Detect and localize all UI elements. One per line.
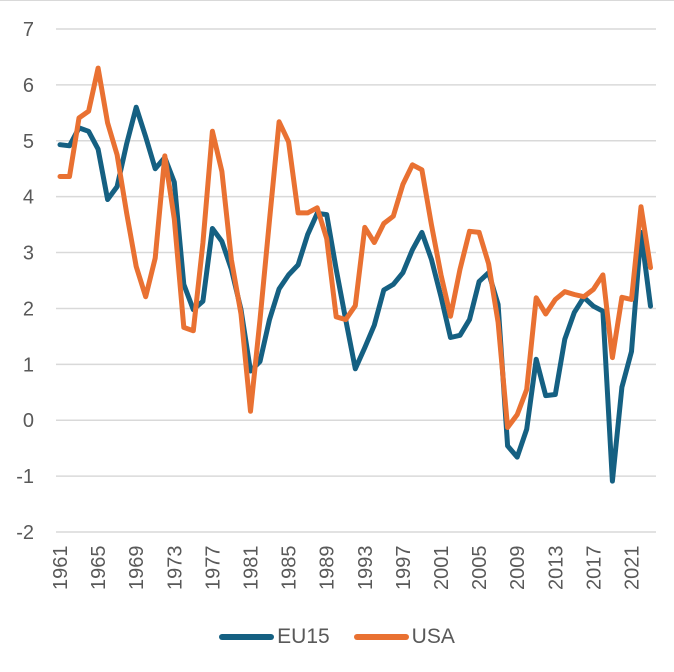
legend-item-eu15[interactable]: EU15 <box>219 625 330 649</box>
series-line-usa <box>57 65 653 430</box>
y-tick-label: -1 <box>16 466 34 488</box>
y-tick-label: 4 <box>23 187 34 209</box>
x-tick-label: 2017 <box>583 546 605 591</box>
legend-item-usa[interactable]: USA <box>353 625 455 649</box>
x-tick-label: 1973 <box>164 546 186 591</box>
x-axis-tick-labels: 1961 1965 1969 1973 1977 1981 1985 1989 1993 1997… <box>50 546 643 591</box>
series-lines <box>57 65 653 484</box>
x-tick-label: 1997 <box>393 546 415 591</box>
legend-label-eu15: EU15 <box>277 625 330 648</box>
y-axis-tick-labels: -2 -1 0 1 2 3 4 5 6 7 <box>16 19 34 544</box>
series-line-eu15 <box>57 104 653 484</box>
x-tick-label: 2021 <box>621 546 643 591</box>
legend: EU15 USA <box>0 622 674 652</box>
x-tick-label: 2013 <box>545 546 567 591</box>
legend-swatch-eu15 <box>219 634 275 640</box>
x-tick-label: 1965 <box>88 546 110 591</box>
x-tick-label: 2009 <box>507 546 529 591</box>
x-tick-label: 1961 <box>50 546 72 591</box>
x-tick-label: 1981 <box>240 546 262 591</box>
x-tick-label: 1977 <box>202 546 224 591</box>
x-tick-label: 1985 <box>279 546 301 591</box>
x-tick-label: 1989 <box>317 546 339 591</box>
x-tick-label: 2001 <box>431 546 453 591</box>
x-tick-label: 1969 <box>126 546 148 591</box>
legend-swatch-usa <box>353 634 409 640</box>
y-tick-label: 3 <box>23 243 34 265</box>
y-tick-label: 0 <box>23 410 34 432</box>
y-tick-label: 6 <box>23 75 34 97</box>
legend-label-usa: USA <box>411 625 455 648</box>
x-tick-label: 2005 <box>469 546 491 591</box>
y-tick-label: 1 <box>23 354 34 376</box>
y-tick-label: 5 <box>23 131 34 153</box>
y-tick-label: -2 <box>16 522 34 544</box>
y-tick-label: 2 <box>23 298 34 320</box>
y-tick-label: 7 <box>23 19 34 41</box>
x-tick-label: 1993 <box>355 546 377 591</box>
